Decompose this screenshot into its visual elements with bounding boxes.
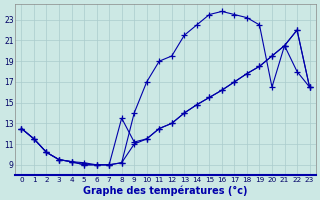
X-axis label: Graphe des températures (°c): Graphe des températures (°c) xyxy=(83,185,248,196)
